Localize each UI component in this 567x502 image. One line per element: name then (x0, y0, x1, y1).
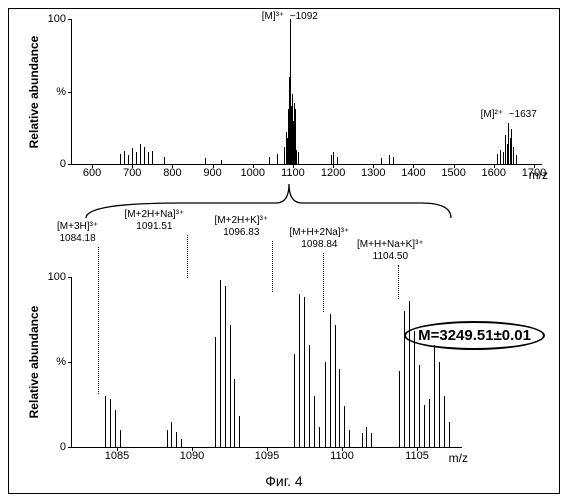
bottom-plot-area: 0%100Relative abundance10851090109511001… (71, 277, 462, 448)
top-plot-area: 0%100Relative abundance60070080090010001… (71, 19, 542, 165)
figure-frame: 0%100Relative abundance60070080090010001… (8, 8, 560, 494)
top-panel: 0%100Relative abundance60070080090010001… (71, 19, 541, 164)
mass-annotation: M=3249.51±0.01 (404, 321, 545, 350)
bottom-panel: 0%100Relative abundance10851090109511001… (71, 277, 461, 447)
figure-caption: Фиг. 4 (265, 473, 302, 489)
